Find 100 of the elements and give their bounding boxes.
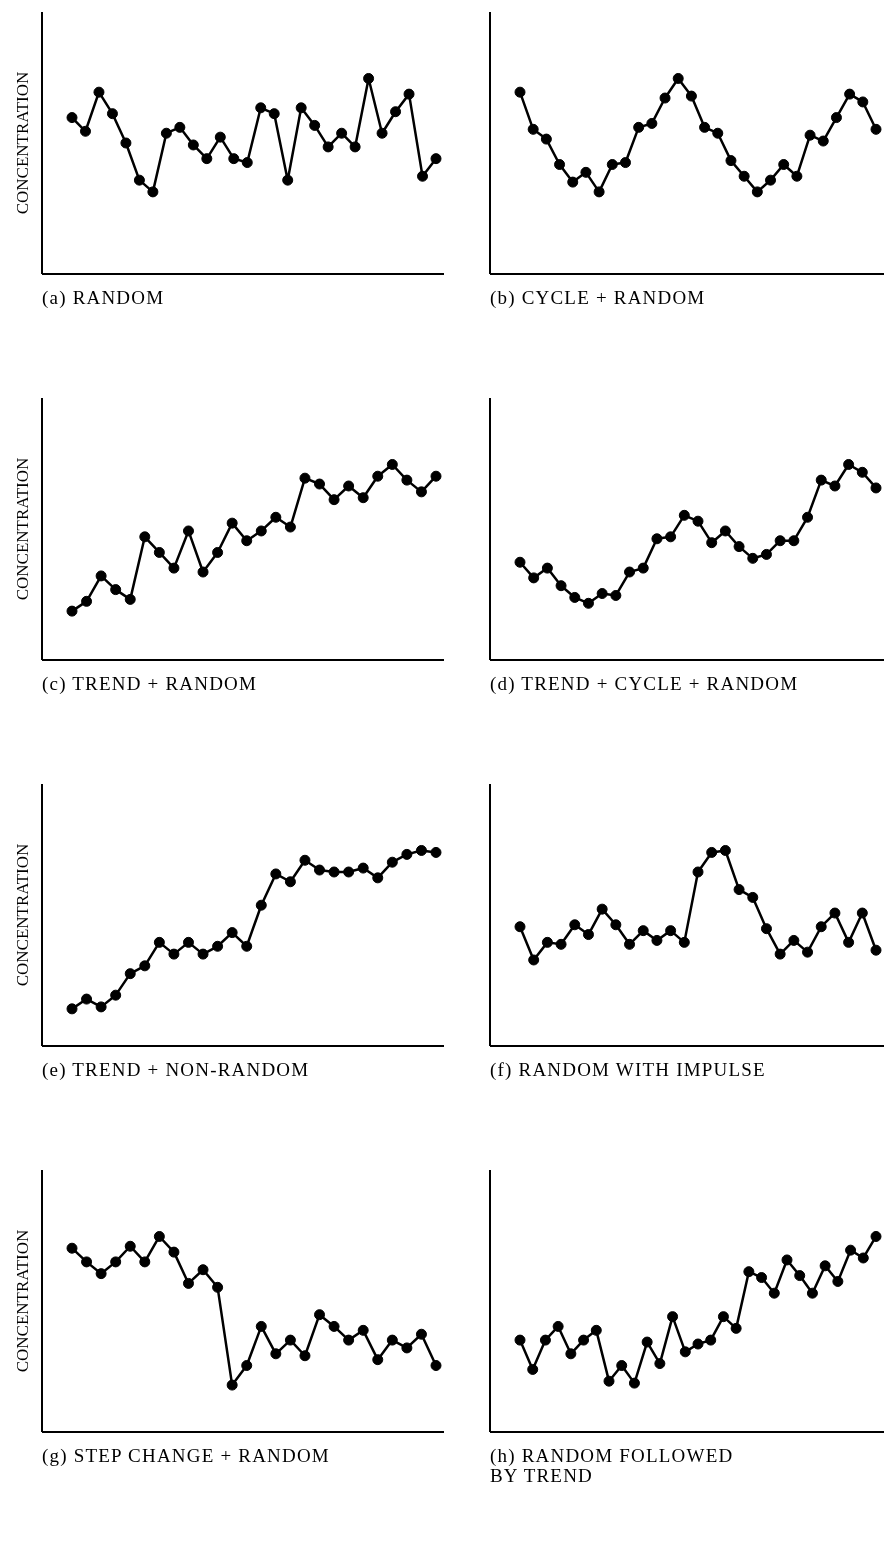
point	[806, 1287, 818, 1299]
point	[147, 186, 159, 198]
x-axis-title: (c) TREND + RANDOM	[42, 673, 259, 694]
point	[514, 1334, 526, 1346]
point	[430, 153, 442, 165]
point	[788, 535, 800, 547]
point	[637, 562, 649, 574]
point	[624, 938, 636, 950]
point	[756, 1272, 768, 1284]
point	[555, 580, 567, 592]
point	[430, 1360, 442, 1372]
point	[124, 593, 136, 605]
point	[582, 597, 594, 609]
point	[751, 186, 763, 198]
point	[817, 135, 829, 147]
point	[372, 872, 384, 884]
point	[514, 86, 526, 98]
point	[641, 1336, 653, 1348]
point	[66, 1003, 78, 1015]
point	[299, 472, 311, 484]
point	[781, 1254, 793, 1266]
point	[679, 1346, 691, 1358]
point	[665, 531, 677, 543]
point	[651, 934, 663, 946]
point	[719, 844, 731, 856]
point	[363, 72, 375, 84]
point	[168, 1246, 180, 1258]
point	[357, 1324, 369, 1336]
point	[255, 1320, 267, 1332]
point	[802, 511, 814, 523]
point	[328, 1320, 340, 1332]
point	[804, 129, 816, 141]
point	[596, 588, 608, 600]
point	[343, 1334, 355, 1346]
point	[692, 1338, 704, 1350]
point	[66, 112, 78, 124]
point	[299, 854, 311, 866]
x-axis-title: (f) RANDOM WITH IMPULSE	[490, 1059, 767, 1080]
point	[633, 121, 645, 133]
point	[201, 153, 213, 165]
point	[527, 1363, 539, 1375]
point	[733, 884, 745, 896]
point	[610, 919, 622, 931]
point	[565, 1348, 577, 1360]
point	[430, 470, 442, 482]
point	[241, 535, 253, 547]
point	[527, 123, 539, 135]
point	[214, 131, 226, 143]
point	[81, 993, 93, 1005]
point	[685, 90, 697, 102]
point	[747, 891, 759, 903]
point	[182, 525, 194, 537]
point	[774, 535, 786, 547]
point	[403, 88, 415, 100]
point	[619, 157, 631, 169]
point	[182, 936, 194, 948]
point	[386, 458, 398, 470]
point	[788, 934, 800, 946]
point	[322, 141, 334, 153]
y-axis-title: CONCENTRATION	[12, 457, 32, 601]
point	[870, 1230, 882, 1242]
point	[66, 1242, 78, 1254]
point	[628, 1377, 640, 1389]
point	[856, 466, 868, 478]
point	[284, 876, 296, 888]
point	[778, 159, 790, 171]
point	[706, 846, 718, 858]
point	[760, 548, 772, 560]
point	[357, 862, 369, 874]
point	[725, 155, 737, 167]
point	[616, 1360, 628, 1372]
point	[66, 605, 78, 617]
point	[712, 127, 724, 139]
point	[580, 166, 592, 178]
point	[528, 572, 540, 584]
point	[832, 1275, 844, 1287]
x-axis-title: (b) CYCLE + RANDOM	[490, 287, 707, 308]
point	[124, 968, 136, 980]
point	[255, 525, 267, 537]
point	[110, 584, 122, 596]
point	[654, 1358, 666, 1370]
point	[678, 509, 690, 521]
point	[646, 117, 658, 129]
point	[270, 868, 282, 880]
point	[743, 1266, 755, 1278]
point	[212, 546, 224, 558]
point	[357, 492, 369, 504]
point	[255, 899, 267, 911]
point	[197, 1264, 209, 1276]
point	[692, 866, 704, 878]
point	[794, 1270, 806, 1282]
point	[386, 1334, 398, 1346]
point	[857, 1252, 869, 1264]
point	[747, 552, 759, 564]
point	[768, 1287, 780, 1299]
point	[284, 521, 296, 533]
point	[829, 480, 841, 492]
point	[706, 537, 718, 549]
point	[110, 1256, 122, 1268]
point	[606, 159, 618, 171]
